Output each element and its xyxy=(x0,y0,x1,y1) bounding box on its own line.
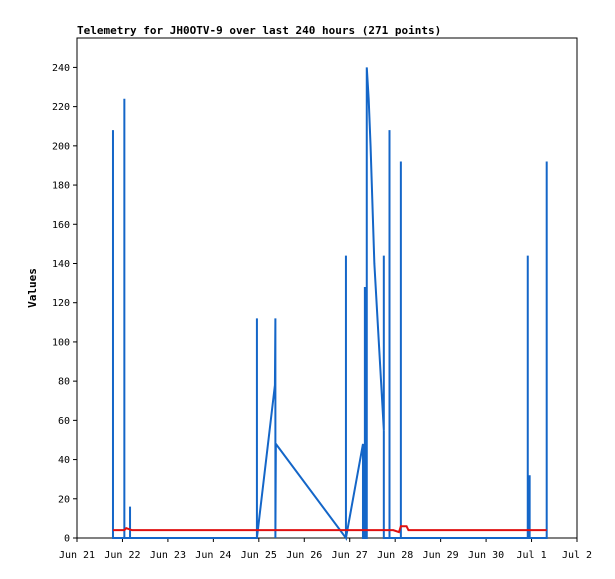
x-tick-label: Jun 29 xyxy=(423,550,459,561)
chart-title: Telemetry for JH0OTV-9 over last 240 hou… xyxy=(77,24,442,37)
y-tick-label: 60 xyxy=(58,416,70,427)
y-axis-label: Values xyxy=(26,268,39,308)
plot-frame xyxy=(76,37,578,539)
x-tick-label: Jun 28 xyxy=(377,550,413,561)
series-line-1 xyxy=(111,67,548,542)
y-tick-label: 40 xyxy=(58,455,70,466)
x-tick-label: Jun 22 xyxy=(104,550,140,561)
x-tick-label: Jun 21 xyxy=(59,550,95,561)
x-tick-label: Jun 30 xyxy=(468,550,504,561)
x-tick-label: Jun 26 xyxy=(286,550,322,561)
x-tick-label: Jun 23 xyxy=(150,550,186,561)
x-axis: Jun 21 Jun 22 Jun 23 Jun 24 Jun 25 Jun 26 Jun … xyxy=(59,538,592,561)
x-tick-label: Jun 27 xyxy=(332,550,368,561)
y-tick-label: 180 xyxy=(52,181,70,192)
series-layer xyxy=(111,67,548,542)
y-tick-label: 160 xyxy=(52,220,70,231)
x-tick-label: Jul 2 xyxy=(562,550,592,561)
series-line-2 xyxy=(112,525,547,534)
y-tick-label: 120 xyxy=(52,298,70,309)
y-tick-label: 140 xyxy=(52,259,70,270)
y-tick-label: 100 xyxy=(52,337,70,348)
y-tick-label: 80 xyxy=(58,377,70,388)
y-tick-label: 220 xyxy=(52,102,70,113)
y-tick-label: 200 xyxy=(52,141,70,152)
y-axis: 0 20 40 60 80 100 120 140 160 180 200 220 240 xyxy=(52,63,77,545)
x-tick-label: Jun 24 xyxy=(195,550,231,561)
y-tick-label: 240 xyxy=(52,63,70,74)
y-tick-label: 0 xyxy=(64,534,70,545)
x-tick-label: Jul 1 xyxy=(516,550,546,561)
x-tick-label: Jun 25 xyxy=(241,550,277,561)
y-tick-label: 20 xyxy=(58,494,70,505)
